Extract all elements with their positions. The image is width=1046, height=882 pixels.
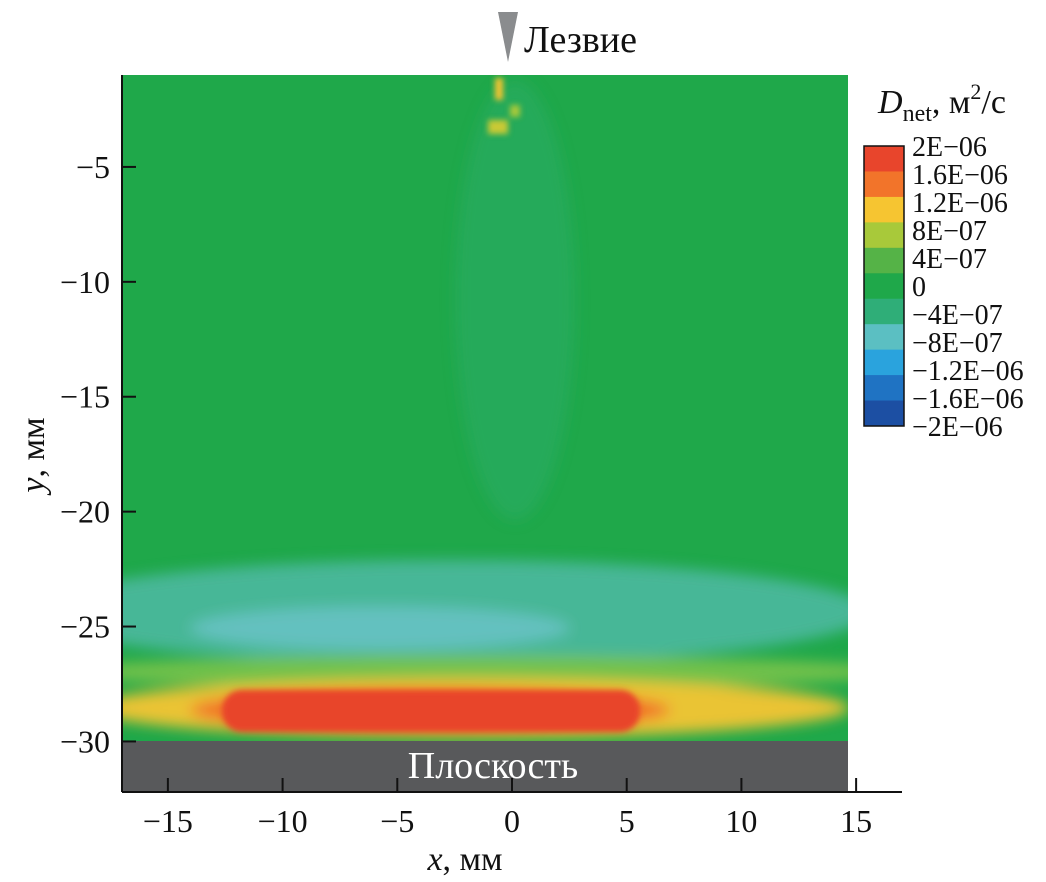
- faint-plume: [455, 80, 575, 520]
- colorbar-swatch: [864, 298, 904, 325]
- x-tick-label: 0: [504, 803, 520, 839]
- colorbar-swatch: [864, 400, 904, 427]
- y-tick-label: −20: [60, 494, 110, 530]
- colorbar-tick-label: −4E−07: [912, 300, 1003, 331]
- x-tick-label: −10: [258, 803, 308, 839]
- colorbar-tick-label: 1.6E−06: [912, 160, 1008, 191]
- transition-band: [122, 656, 848, 688]
- negative-band-core: [190, 606, 570, 650]
- colorbar-tick-label: 4E−07: [912, 244, 987, 275]
- y-axis-unit: , мм: [15, 417, 52, 477]
- colorbar-tick-label: 0: [912, 272, 926, 303]
- colorbar-swatch: [864, 146, 904, 172]
- plane-label: Плоскость: [408, 745, 579, 787]
- y-ticks: −5 −10 −15 −20 −25 −30: [60, 149, 136, 759]
- x-tick-label: 5: [619, 803, 635, 839]
- colorbar-swatch: [864, 222, 904, 249]
- colorbar-swatch: [864, 247, 904, 274]
- heatmap-field: [122, 75, 848, 741]
- x-axis-unit: , мм: [443, 841, 503, 878]
- colorbar: 2E−061.6E−061.2E−068E−074E−070−4E−07−8E−…: [863, 132, 1024, 443]
- colorbar-tick-label: −2E−06: [912, 412, 1003, 443]
- y-tick-label: −15: [60, 379, 110, 415]
- colorbar-tick-label: −8E−07: [912, 328, 1003, 359]
- x-axis-title: x, мм: [426, 841, 502, 878]
- colorbar-title: Dnet, м2/с: [877, 79, 1006, 127]
- y-tick-label: −5: [76, 149, 110, 185]
- colorbar-tick-label: −1.6E−06: [912, 384, 1024, 415]
- colorbar-tick-label: 2E−06: [912, 132, 987, 163]
- y-tick-label: −10: [60, 264, 110, 300]
- blade-marker: [498, 12, 518, 62]
- x-tick-label: −5: [380, 803, 414, 839]
- x-ticks: −15 −10 −5 0 5 10 15: [143, 778, 872, 839]
- positive-band-core: [222, 690, 640, 732]
- blade-tip-spot-3: [510, 105, 520, 117]
- colorbar-tick-label: −1.2E−06: [912, 356, 1024, 387]
- blade-label: Лезвие: [524, 19, 637, 61]
- colorbar-swatch: [864, 349, 904, 376]
- colorbar-swatch: [864, 324, 904, 351]
- colorbar-swatch: [864, 171, 904, 198]
- colorbar-tick-label: 8E−07: [912, 216, 987, 247]
- y-tick-label: −30: [60, 723, 110, 759]
- y-tick-label: −25: [60, 609, 110, 645]
- y-axis-title: y, мм: [15, 417, 52, 495]
- colorbar-swatch: [864, 196, 904, 223]
- x-tick-label: −15: [143, 803, 193, 839]
- blade-tip-spot: [495, 78, 503, 100]
- colorbar-frame: [863, 145, 905, 427]
- colorbar-swatch: [864, 375, 904, 402]
- colorbar-swatch: [864, 273, 904, 300]
- plane-region: [122, 741, 848, 792]
- x-tick-label: 15: [840, 803, 872, 839]
- x-tick-label: 10: [725, 803, 757, 839]
- colorbar-tick-label: 1.2E−06: [912, 188, 1008, 219]
- blade-tip-spot-2: [488, 120, 508, 134]
